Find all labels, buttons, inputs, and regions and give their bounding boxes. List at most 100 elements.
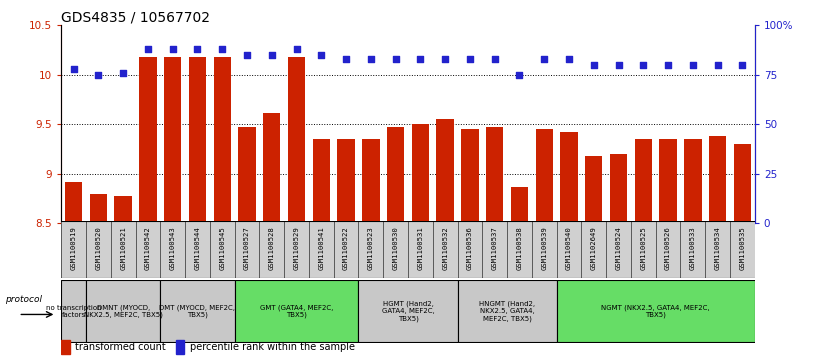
Bar bbox=[164, 57, 181, 223]
Text: GSM1100538: GSM1100538 bbox=[517, 227, 522, 270]
Text: GSM1100523: GSM1100523 bbox=[368, 227, 374, 270]
Bar bbox=[160, 280, 235, 342]
Bar bbox=[140, 57, 157, 223]
Bar bbox=[61, 280, 86, 342]
Point bbox=[141, 46, 154, 52]
Bar bbox=[511, 187, 528, 223]
Bar bbox=[585, 156, 602, 223]
Text: GSM1102649: GSM1102649 bbox=[591, 227, 596, 270]
Bar bbox=[114, 196, 132, 223]
Bar bbox=[362, 139, 379, 223]
Text: protocol: protocol bbox=[5, 295, 42, 304]
Point bbox=[686, 62, 699, 68]
Bar bbox=[412, 124, 429, 223]
Bar bbox=[61, 340, 69, 354]
Bar bbox=[461, 129, 479, 223]
Bar bbox=[313, 139, 330, 223]
Text: GSM1100522: GSM1100522 bbox=[343, 227, 349, 270]
Point bbox=[67, 66, 80, 72]
Point bbox=[265, 52, 278, 58]
Point bbox=[166, 46, 180, 52]
Bar bbox=[90, 193, 107, 223]
Text: GSM1100544: GSM1100544 bbox=[194, 227, 201, 270]
Text: GSM1100528: GSM1100528 bbox=[268, 227, 275, 270]
Point bbox=[636, 62, 650, 68]
Point bbox=[488, 56, 501, 62]
Text: GSM1100529: GSM1100529 bbox=[294, 227, 299, 270]
Text: percentile rank within the sample: percentile rank within the sample bbox=[190, 342, 355, 352]
Bar bbox=[214, 57, 231, 223]
Text: transformed count: transformed count bbox=[75, 342, 166, 352]
Point bbox=[315, 52, 328, 58]
Bar bbox=[235, 280, 358, 342]
Point bbox=[364, 56, 377, 62]
Bar bbox=[684, 139, 702, 223]
Text: NGMT (NKX2.5, GATA4, MEF2C,
TBX5): NGMT (NKX2.5, GATA4, MEF2C, TBX5) bbox=[601, 304, 710, 318]
Text: GSM1100520: GSM1100520 bbox=[95, 227, 101, 270]
Text: GSM1100545: GSM1100545 bbox=[220, 227, 225, 270]
Text: GSM1100533: GSM1100533 bbox=[690, 227, 696, 270]
Point bbox=[439, 56, 452, 62]
Point bbox=[711, 62, 724, 68]
Text: HGMT (Hand2,
GATA4, MEF2C,
TBX5): HGMT (Hand2, GATA4, MEF2C, TBX5) bbox=[382, 301, 434, 322]
Text: GSM1100539: GSM1100539 bbox=[541, 227, 548, 270]
Text: DMT (MYOCD, MEF2C,
TBX5): DMT (MYOCD, MEF2C, TBX5) bbox=[159, 304, 236, 318]
Point bbox=[662, 62, 675, 68]
Bar bbox=[659, 139, 676, 223]
Bar bbox=[358, 280, 458, 342]
Text: GDS4835 / 10567702: GDS4835 / 10567702 bbox=[61, 10, 211, 24]
Text: GSM1100527: GSM1100527 bbox=[244, 227, 250, 270]
Text: GSM1100526: GSM1100526 bbox=[665, 227, 671, 270]
Text: GSM1100521: GSM1100521 bbox=[120, 227, 126, 270]
Text: GSM1100530: GSM1100530 bbox=[392, 227, 398, 270]
Point bbox=[92, 72, 105, 78]
Text: GSM1100534: GSM1100534 bbox=[715, 227, 721, 270]
Text: GSM1100524: GSM1100524 bbox=[615, 227, 622, 270]
Bar bbox=[188, 57, 206, 223]
Point bbox=[538, 56, 551, 62]
Text: no transcription
factors: no transcription factors bbox=[46, 305, 101, 318]
Point bbox=[117, 70, 130, 76]
Bar bbox=[437, 119, 454, 223]
Bar bbox=[458, 280, 557, 342]
Bar bbox=[709, 136, 726, 223]
Point bbox=[389, 56, 402, 62]
Bar bbox=[610, 154, 628, 223]
Text: DMNT (MYOCD,
NKX2.5, MEF2C, TBX5): DMNT (MYOCD, NKX2.5, MEF2C, TBX5) bbox=[84, 304, 162, 318]
Bar bbox=[557, 280, 755, 342]
Text: GSM1100541: GSM1100541 bbox=[318, 227, 324, 270]
Point bbox=[736, 62, 749, 68]
Text: GSM1100536: GSM1100536 bbox=[467, 227, 473, 270]
Point bbox=[612, 62, 625, 68]
Bar bbox=[175, 340, 184, 354]
Text: HNGMT (Hand2,
NKX2.5, GATA4,
MEF2C, TBX5): HNGMT (Hand2, NKX2.5, GATA4, MEF2C, TBX5… bbox=[479, 301, 535, 322]
Point bbox=[241, 52, 254, 58]
Bar bbox=[65, 182, 82, 223]
Text: GMT (GATA4, MEF2C,
TBX5): GMT (GATA4, MEF2C, TBX5) bbox=[259, 304, 333, 318]
Text: GSM1100525: GSM1100525 bbox=[641, 227, 646, 270]
Point bbox=[562, 56, 575, 62]
Point bbox=[513, 72, 526, 78]
Bar bbox=[561, 132, 578, 223]
Bar bbox=[263, 114, 281, 223]
Bar bbox=[734, 144, 751, 223]
Bar bbox=[86, 280, 160, 342]
Text: GSM1100543: GSM1100543 bbox=[170, 227, 175, 270]
Bar bbox=[535, 129, 553, 223]
Bar bbox=[486, 127, 503, 223]
Text: GSM1100531: GSM1100531 bbox=[418, 227, 424, 270]
Point bbox=[463, 56, 477, 62]
Bar bbox=[387, 127, 404, 223]
Bar bbox=[238, 127, 255, 223]
Point bbox=[191, 46, 204, 52]
Bar bbox=[635, 139, 652, 223]
Point bbox=[588, 62, 601, 68]
Text: GSM1100519: GSM1100519 bbox=[71, 227, 77, 270]
Bar bbox=[337, 139, 355, 223]
Text: GSM1100532: GSM1100532 bbox=[442, 227, 448, 270]
Text: GSM1100537: GSM1100537 bbox=[492, 227, 498, 270]
Point bbox=[414, 56, 427, 62]
Point bbox=[290, 46, 303, 52]
Text: GSM1100540: GSM1100540 bbox=[566, 227, 572, 270]
Text: GSM1100542: GSM1100542 bbox=[145, 227, 151, 270]
